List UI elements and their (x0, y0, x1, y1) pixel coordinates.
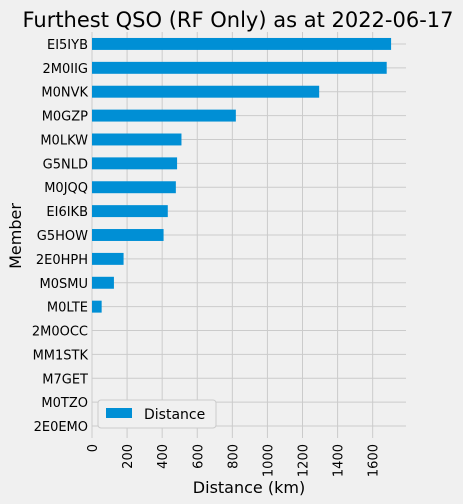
bar-m0smu (92, 276, 114, 289)
y-axis-label: Member (6, 203, 25, 269)
y-tick-label: 2E0HPH (36, 253, 88, 268)
y-tick-label: M0NVK (41, 86, 88, 101)
x-tick-label: 1000 (261, 444, 276, 477)
x-tick-label: 1200 (297, 444, 312, 477)
chart-title: Furthest QSO (RF Only) as at 2022-06-17 (22, 8, 453, 32)
x-tick-label: 400 (156, 444, 171, 469)
y-tick-label: M0LTE (47, 301, 88, 316)
x-tick-label: 0 (86, 444, 101, 452)
bar-m0nvk (92, 85, 320, 98)
x-axis-label: Distance (km) (193, 478, 305, 497)
y-tick-label: M0JQQ (44, 181, 88, 196)
bar-ei6ikb (92, 205, 168, 218)
y-tick-label: 2M0OCC (32, 325, 88, 340)
y-tick-label: M0GZP (42, 110, 88, 125)
x-tick-label: 1600 (367, 444, 382, 477)
y-tick-label: G5NLD (43, 157, 88, 172)
bar-2e0hph (92, 252, 124, 265)
y-tick-label: G5HOW (37, 229, 88, 244)
x-tick-label: 800 (226, 444, 241, 469)
legend-label: Distance (144, 407, 205, 423)
legend-box (97, 399, 217, 429)
y-tick-label: M0LKW (40, 133, 88, 148)
y-tick-label: 2M0IIG (43, 62, 89, 77)
y-tick-label: 2E0EMO (34, 420, 88, 435)
bar-ei5iyb (92, 37, 392, 50)
y-tick-label: M7GET (42, 372, 88, 387)
y-tick-label: EI6IKB (46, 205, 88, 220)
bar-m0jqq (92, 181, 176, 194)
x-tick-label: 1400 (332, 444, 347, 477)
y-tick-label: EI5IYB (47, 38, 88, 53)
y-tick-label: M0TZO (41, 396, 88, 411)
bar-m0lte (92, 300, 102, 313)
bars (92, 37, 392, 313)
bar-g5how (92, 229, 164, 241)
legend: Distance (97, 399, 217, 429)
x-tick-label: 200 (121, 444, 136, 469)
x-tick-labels: 0 200 400 600 800 1000 1200 1400 1600 (86, 444, 382, 477)
bar-2m0iig (92, 61, 387, 74)
bar-m0gzp (92, 109, 236, 122)
bar-m0lkw (92, 133, 182, 146)
x-tick-label: 600 (191, 444, 206, 469)
y-tick-label: MM1STK (33, 348, 89, 363)
y-tick-labels: EI5IYB 2M0IIG M0NVK M0GZP M0LKW G5NLD M0JQQ EI6… (32, 38, 89, 435)
legend-swatch (106, 408, 132, 418)
y-tick-label: M0SMU (40, 277, 88, 292)
bar-g5nld (92, 157, 178, 170)
